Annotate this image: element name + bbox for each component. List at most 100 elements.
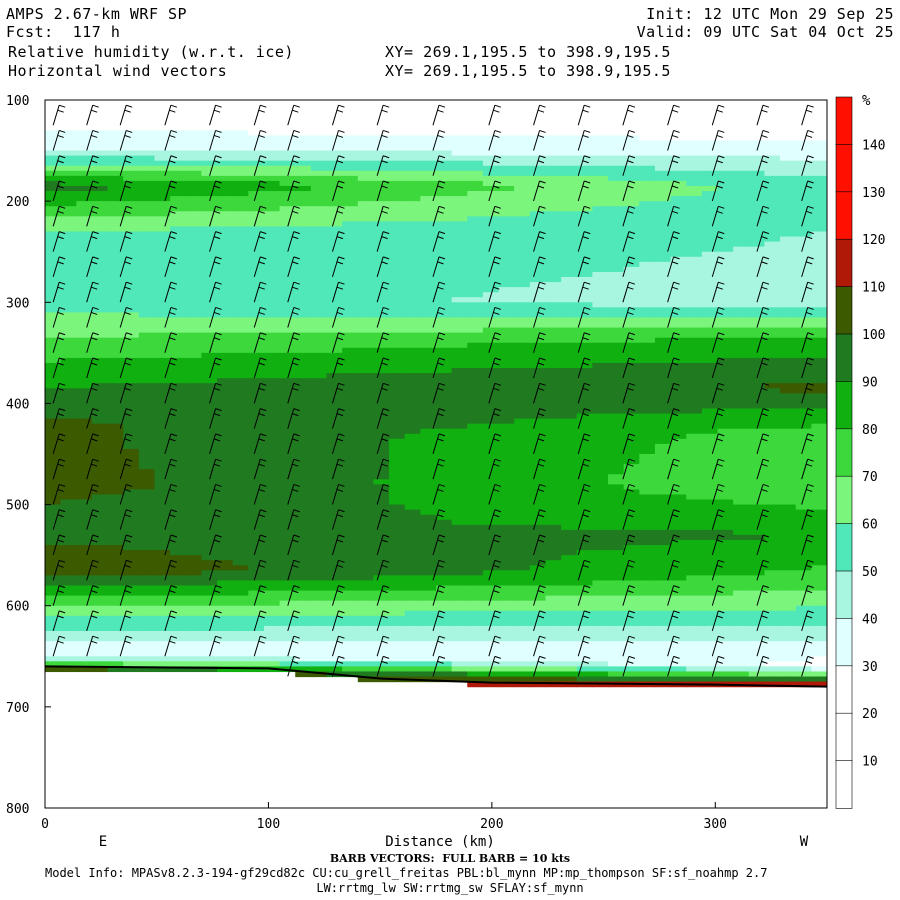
rh-cell <box>639 317 656 324</box>
rh-cell <box>545 368 562 374</box>
rh-cell <box>623 256 640 263</box>
rh-cell <box>514 539 531 546</box>
rh-cell <box>404 383 421 389</box>
rh-cell <box>529 185 547 192</box>
rh-cell <box>310 403 328 410</box>
rh-cell <box>467 135 484 142</box>
rh-cell <box>561 196 578 202</box>
rh-cell <box>514 226 531 233</box>
rh-cell <box>357 297 375 303</box>
rh-cell <box>545 155 562 162</box>
rh-cell <box>545 185 562 192</box>
rh-cell <box>45 590 62 597</box>
rh-cell <box>76 524 93 531</box>
rh-cell <box>498 342 515 349</box>
rh-cell <box>373 307 390 313</box>
rh-cell <box>45 428 62 435</box>
rh-cell <box>310 666 328 673</box>
rh-cell <box>436 231 453 238</box>
rh-cell <box>185 408 202 415</box>
rh-cell <box>561 545 578 551</box>
rh-cell <box>436 454 453 460</box>
rh-cell <box>91 271 109 278</box>
rh-cell <box>263 403 281 410</box>
rh-cell <box>686 165 703 172</box>
rh-cell <box>232 641 249 647</box>
rh-cell <box>279 302 296 308</box>
rh-cell <box>107 332 124 339</box>
rh-cell <box>373 560 390 566</box>
rh-cell <box>232 246 249 253</box>
rh-cell <box>670 271 687 278</box>
rh-cell <box>248 600 265 607</box>
rh-cell <box>639 150 656 157</box>
rh-cell <box>404 373 421 379</box>
rh-cell <box>498 625 515 632</box>
rh-cell <box>467 555 484 561</box>
rh-cell <box>576 454 593 460</box>
rh-cell <box>451 676 468 683</box>
rh-cell <box>529 620 547 627</box>
rh-cell <box>263 251 281 258</box>
rh-cell <box>639 322 656 329</box>
rh-cell <box>342 484 359 490</box>
rh-cell <box>389 454 406 460</box>
rh-cell <box>170 474 187 480</box>
rh-cell <box>263 641 281 647</box>
rh-cell <box>701 519 719 526</box>
rh-cell <box>201 636 218 642</box>
rh-cell <box>232 201 249 207</box>
rh-cell <box>310 545 328 551</box>
rh-cell <box>482 474 500 480</box>
rh-cell <box>576 105 593 111</box>
rh-cell <box>420 327 437 334</box>
rh-cell <box>717 125 734 131</box>
rh-cell <box>76 413 93 420</box>
rh-cell <box>420 423 437 430</box>
rh-cell <box>342 408 359 415</box>
rh-cell <box>310 631 328 637</box>
rh-cell <box>154 105 171 111</box>
rh-cell <box>123 398 140 405</box>
rh-cell <box>154 221 171 228</box>
rh-cell <box>310 110 328 116</box>
rh-cell <box>639 418 656 425</box>
rh-cell <box>686 352 703 359</box>
rh-cell <box>279 120 296 126</box>
rh-cell <box>451 196 468 202</box>
rh-cell <box>529 332 547 339</box>
rh-cell <box>310 327 328 334</box>
rh-cell <box>248 565 265 571</box>
rh-cell <box>248 135 265 142</box>
rh-cell <box>420 408 437 415</box>
rh-cell <box>639 307 656 313</box>
rh-cell <box>45 357 62 364</box>
rh-cell <box>529 261 547 268</box>
rh-cell <box>279 615 296 622</box>
rh-cell <box>717 317 734 324</box>
rh-cell <box>76 388 93 394</box>
rh-cell <box>482 322 500 329</box>
rh-cell <box>420 357 437 364</box>
rh-cell <box>76 423 93 430</box>
rh-cell <box>60 636 77 642</box>
rh-cell <box>686 661 703 667</box>
rh-cell <box>623 636 640 642</box>
rh-cell <box>670 110 687 116</box>
rh-cell <box>138 246 156 253</box>
rh-cell <box>279 595 296 602</box>
rh-cell <box>357 615 375 622</box>
rh-cell <box>498 565 515 571</box>
rh-cell <box>217 610 234 617</box>
rh-cell <box>185 165 202 172</box>
rh-cell <box>654 423 672 430</box>
rh-cell <box>326 615 343 622</box>
rh-cell <box>482 676 500 683</box>
rh-cell <box>654 322 672 329</box>
rh-cell <box>138 413 156 420</box>
rh-cell <box>76 636 93 642</box>
rh-cell <box>107 196 124 202</box>
rh-cell <box>60 312 77 319</box>
rh-cell <box>608 423 625 430</box>
rh-cell <box>514 393 531 399</box>
